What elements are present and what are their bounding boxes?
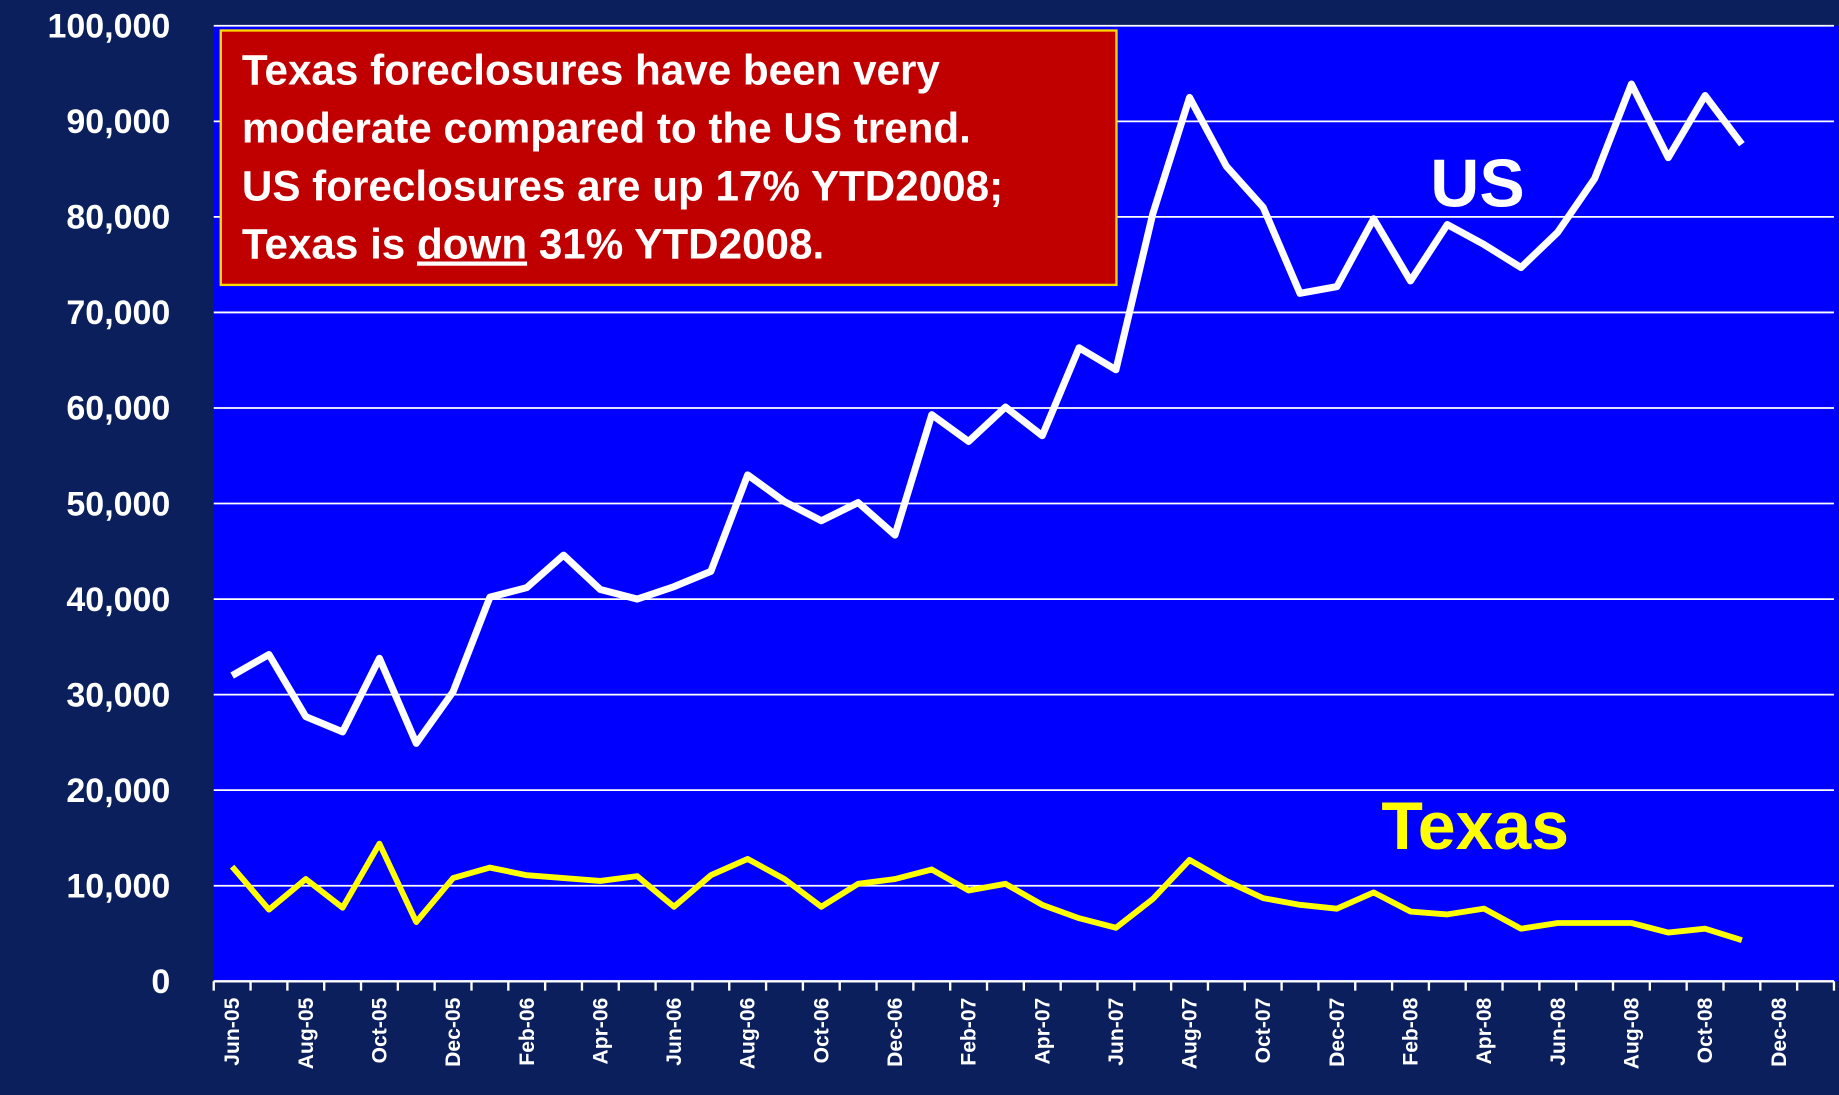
y-tick-label: 40,000	[66, 581, 170, 619]
y-tick-label: 60,000	[66, 390, 170, 428]
y-tick-label: 50,000	[66, 485, 170, 523]
annotation-line: Texas foreclosures have been very	[242, 46, 941, 93]
x-tick-label: Aug-07	[1179, 998, 1202, 1069]
x-tick-label: Apr-08	[1473, 997, 1496, 1064]
annotation-box	[219, 29, 1118, 287]
x-tick-label: Oct-06	[810, 998, 833, 1064]
x-tick-label: Dec-06	[884, 998, 907, 1067]
series-label: Texas	[1381, 788, 1569, 864]
x-tick-label: Oct-08	[1694, 997, 1717, 1063]
y-tick-label: 90,000	[66, 103, 170, 141]
x-tick-label: Jun-07	[1105, 998, 1128, 1066]
x-tick-label: Jun-08	[1547, 997, 1570, 1065]
x-tick-label: Feb-06	[516, 998, 539, 1066]
x-tick-label: Dec-05	[442, 997, 465, 1066]
y-tick-label: 70,000	[66, 294, 170, 332]
x-tick-label: Feb-08	[1400, 997, 1423, 1065]
y-tick-label: 100,000	[47, 8, 170, 46]
x-tick-label: Jun-05	[221, 997, 244, 1065]
y-tick-label: 0	[151, 963, 170, 1001]
x-tick-label: Aug-06	[737, 998, 760, 1069]
x-tick-label: Jun-06	[663, 998, 686, 1066]
y-tick-label: 20,000	[66, 772, 170, 810]
series-line	[229, 840, 1743, 943]
y-tick-label: 10,000	[66, 867, 170, 905]
series-line	[230, 80, 1745, 747]
annotation-line: moderate compared to the US trend.	[242, 104, 971, 151]
x-tick-label: Aug-05	[295, 997, 318, 1069]
annotation-line: US foreclosures are up 17% YTD2008;	[242, 162, 1003, 209]
annotation: Texas foreclosures have been very moderat…	[242, 46, 1003, 267]
annotation-part: 31% YTD2008.	[527, 221, 824, 268]
annotation-part: down	[417, 221, 527, 268]
x-tick-label: Oct-07	[1252, 998, 1275, 1064]
y-tick-label: 30,000	[66, 676, 170, 714]
x-tick-label: Dec-07	[1326, 998, 1349, 1067]
annotation-part: Texas is	[242, 221, 417, 268]
y-tick-label: 80,000	[66, 199, 170, 237]
series-label: US	[1430, 145, 1524, 221]
x-tick-label: Apr-06	[589, 998, 612, 1065]
x-tick-label: Aug-08	[1620, 997, 1643, 1069]
x-tick-label: Feb-07	[958, 998, 981, 1066]
x-tick-label: Dec-08	[1768, 997, 1791, 1066]
x-tick-label: Oct-05	[368, 997, 391, 1063]
x-tick-label: Apr-07	[1031, 998, 1054, 1065]
